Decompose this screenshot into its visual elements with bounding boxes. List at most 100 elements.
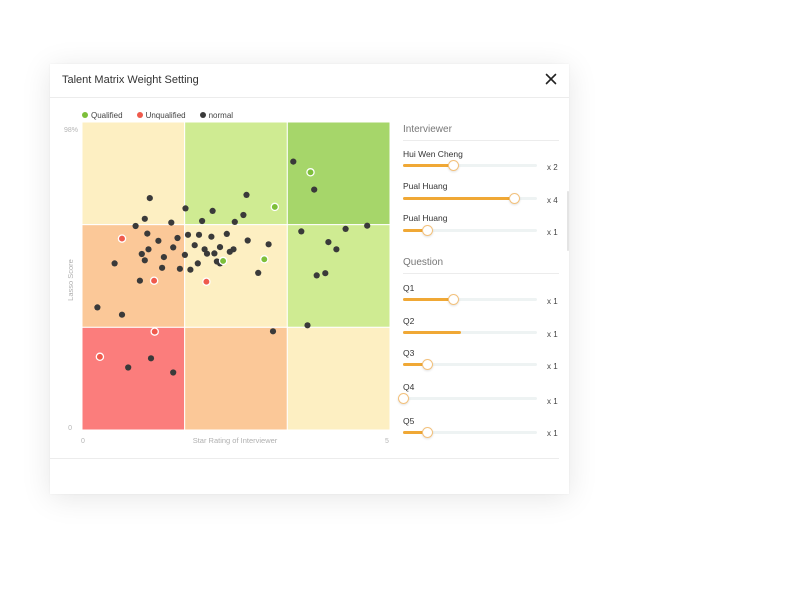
- data-point-normal-17[interactable]: [174, 234, 181, 242]
- data-point-normal-43[interactable]: [176, 265, 183, 272]
- data-point-normal-11[interactable]: [209, 207, 216, 214]
- question-slider-label-q5: Q5: [403, 416, 415, 426]
- data-point-normal-51[interactable]: [269, 328, 277, 335]
- data-point-normal-2[interactable]: [364, 222, 371, 229]
- question-slider-label-q1: Q1: [403, 283, 415, 293]
- data-point-unqualified-4[interactable]: [150, 327, 159, 336]
- slider-thumb[interactable]: [422, 359, 434, 370]
- data-point-normal-20[interactable]: [208, 233, 215, 240]
- data-point-normal-32[interactable]: [138, 250, 145, 258]
- data-point-normal-28[interactable]: [191, 242, 198, 249]
- data-point-normal-56[interactable]: [203, 250, 211, 257]
- data-point-normal-1[interactable]: [311, 186, 318, 193]
- data-point-normal-12[interactable]: [199, 217, 206, 225]
- close-icon: [545, 73, 557, 85]
- data-point-normal-13[interactable]: [168, 219, 175, 226]
- data-point-normal-35[interactable]: [211, 250, 218, 257]
- interviewer-slider-3[interactable]: [403, 225, 537, 236]
- data-point-normal-3[interactable]: [342, 225, 349, 232]
- data-point-normal-48[interactable]: [187, 266, 194, 273]
- data-point-normal-24[interactable]: [265, 241, 272, 248]
- data-point-normal-25[interactable]: [155, 237, 162, 244]
- slider-fill: [403, 229, 428, 232]
- data-point-normal-44[interactable]: [136, 277, 143, 284]
- data-point-normal-16[interactable]: [144, 230, 151, 237]
- question-slider-q1[interactable]: [403, 294, 537, 305]
- data-point-normal-21[interactable]: [223, 230, 230, 237]
- data-point-normal-49[interactable]: [213, 258, 220, 265]
- data-point-normal-18[interactable]: [184, 231, 192, 238]
- data-point-normal-54[interactable]: [170, 369, 177, 376]
- question-slider-q2[interactable]: [403, 328, 537, 338]
- question-multiplier-q5: x 1: [547, 429, 558, 438]
- data-point-qualified-2[interactable]: [218, 256, 228, 266]
- data-point-qualified-0[interactable]: [306, 168, 315, 177]
- data-point-normal-9[interactable]: [146, 195, 153, 202]
- data-point-unqualified-1[interactable]: [149, 276, 159, 285]
- data-point-normal-38[interactable]: [141, 257, 148, 264]
- data-point-qualified-1[interactable]: [270, 202, 280, 212]
- question-slider-q3[interactable]: [403, 359, 537, 370]
- data-point-normal-50[interactable]: [304, 322, 311, 329]
- data-point-normal-19[interactable]: [195, 231, 203, 238]
- slider-thumb[interactable]: [509, 193, 521, 204]
- data-point-normal-42[interactable]: [255, 269, 262, 276]
- close-button[interactable]: [543, 71, 559, 87]
- data-point-unqualified-0[interactable]: [117, 234, 127, 243]
- interviewer-divider: [403, 140, 559, 141]
- data-point-normal-36[interactable]: [226, 248, 233, 255]
- data-point-normal-30[interactable]: [216, 244, 224, 251]
- slider-thumb[interactable]: [422, 427, 434, 438]
- data-point-unqualified-3[interactable]: [202, 277, 211, 286]
- slider-fill: [403, 331, 461, 334]
- data-point-normal-4[interactable]: [333, 246, 340, 253]
- data-point-normal-55[interactable]: [240, 211, 247, 219]
- dialog-header: Talent Matrix Weight Setting: [50, 64, 569, 98]
- slider-thumb[interactable]: [447, 294, 459, 305]
- data-point-normal-27[interactable]: [170, 244, 177, 251]
- panel-scrollbar[interactable]: [567, 191, 569, 251]
- slider-fill: [403, 164, 453, 167]
- slider-thumb[interactable]: [398, 393, 409, 404]
- interviewer-slider-1[interactable]: [403, 160, 537, 171]
- data-point-normal-26[interactable]: [145, 246, 152, 253]
- data-point-normal-14[interactable]: [132, 222, 139, 230]
- data-point-normal-39[interactable]: [194, 260, 201, 267]
- data-point-unqualified-2[interactable]: [95, 352, 105, 362]
- y-tick-label-min: 0: [68, 425, 72, 432]
- interviewer-multiplier-2: x 4: [547, 196, 558, 205]
- data-point-normal-0[interactable]: [290, 158, 297, 165]
- data-point-normal-6[interactable]: [325, 239, 332, 246]
- data-point-normal-41[interactable]: [159, 264, 166, 271]
- data-point-normal-8[interactable]: [322, 270, 329, 277]
- question-slider-q4[interactable]: [398, 393, 537, 404]
- matrix-cell-r1-c2: [286, 224, 391, 328]
- slider-thumb[interactable]: [447, 160, 459, 171]
- data-point-normal-46[interactable]: [94, 304, 101, 311]
- question-multiplier-q2: x 1: [547, 330, 558, 339]
- data-point-normal-22[interactable]: [231, 218, 238, 225]
- data-point-normal-37[interactable]: [111, 260, 118, 267]
- interviewer-slider-label-1: Hui Wen Cheng: [403, 149, 463, 159]
- slider-track: [403, 431, 537, 434]
- data-point-normal-33[interactable]: [160, 254, 167, 261]
- data-point-normal-10[interactable]: [182, 205, 189, 212]
- legend-dot-normal: [199, 112, 206, 118]
- data-point-normal-7[interactable]: [313, 272, 320, 279]
- data-point-normal-34[interactable]: [181, 251, 188, 258]
- data-point-normal-47[interactable]: [118, 311, 126, 318]
- data-point-normal-15[interactable]: [141, 215, 148, 222]
- slider-track: [403, 298, 537, 301]
- question-slider-q5[interactable]: [403, 427, 537, 438]
- data-point-normal-53[interactable]: [147, 355, 155, 362]
- data-point-normal-52[interactable]: [125, 364, 132, 371]
- data-point-qualified-3[interactable]: [260, 255, 269, 264]
- data-point-normal-5[interactable]: [298, 228, 305, 235]
- y-axis-label: Lasso Score: [66, 259, 75, 301]
- data-point-normal-45[interactable]: [243, 191, 250, 198]
- slider-track: [403, 397, 537, 400]
- slider-thumb[interactable]: [422, 225, 434, 236]
- interviewer-slider-2[interactable]: [403, 193, 537, 204]
- question-multiplier-q1: x 1: [547, 297, 558, 306]
- data-point-normal-23[interactable]: [244, 237, 251, 244]
